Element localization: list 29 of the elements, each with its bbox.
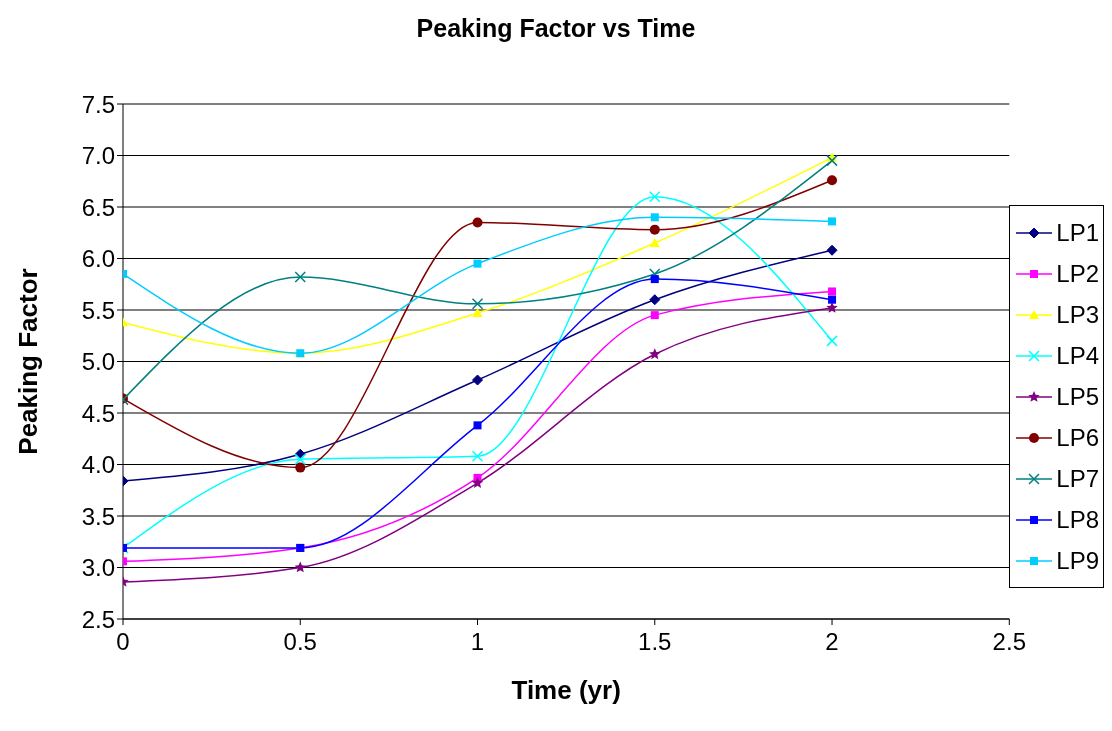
y-tick-label: 6.5 bbox=[81, 193, 115, 221]
legend-label: LP5 bbox=[1056, 382, 1099, 411]
y-tick-label: 5.0 bbox=[81, 348, 115, 376]
y-tick-label: 4.0 bbox=[81, 451, 115, 479]
chart-title: Peaking Factor vs Time bbox=[415, 13, 697, 44]
y-tick-label: 5.5 bbox=[81, 296, 115, 324]
x-axis-title: Time (yr) bbox=[511, 675, 621, 705]
y-tick-label: 7.0 bbox=[81, 142, 115, 170]
y-tick-label: 3.5 bbox=[81, 502, 115, 530]
y-tick-label: 4.5 bbox=[81, 399, 115, 427]
legend-label: LP8 bbox=[1056, 505, 1099, 534]
x-tick-label: 2.5 bbox=[992, 628, 1026, 656]
x-tick-label: 0 bbox=[116, 628, 130, 656]
x-tick-label: 2 bbox=[825, 628, 839, 656]
y-axis-title: Peaking Factor bbox=[13, 268, 44, 455]
x-tick-label: 0.5 bbox=[283, 628, 317, 656]
y-tick-label: 3.0 bbox=[81, 554, 115, 582]
legend-label: LP7 bbox=[1056, 464, 1099, 493]
legend-label: LP1 bbox=[1056, 218, 1099, 247]
legend-label: LP3 bbox=[1056, 300, 1099, 329]
legend-label: LP4 bbox=[1056, 341, 1099, 370]
y-tick-label: 7.5 bbox=[81, 90, 115, 118]
legend-label: LP2 bbox=[1056, 259, 1099, 288]
y-tick-label: 2.5 bbox=[81, 605, 115, 633]
legend-label: LP6 bbox=[1056, 423, 1099, 452]
y-tick-label: 6.0 bbox=[81, 245, 115, 273]
x-tick-label: 1.5 bbox=[638, 628, 672, 656]
x-tick-label: 1 bbox=[470, 628, 485, 656]
legend-label: LP9 bbox=[1056, 546, 1099, 575]
